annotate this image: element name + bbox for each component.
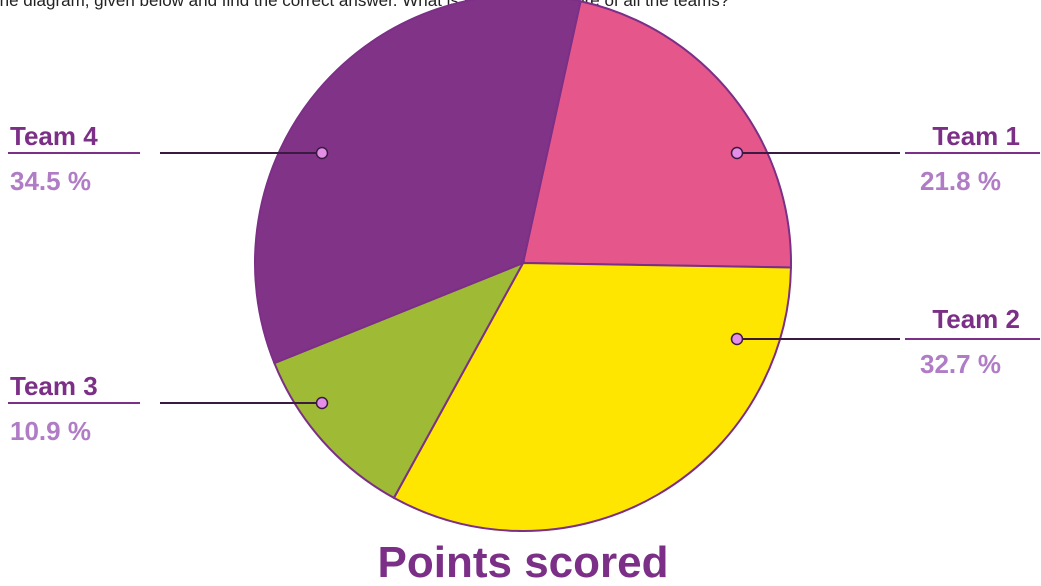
slice-value-label: 21.8 %: [920, 166, 1001, 196]
leader-dot: [730, 146, 744, 160]
slice-label: Team 3: [10, 371, 98, 401]
pie-slice: [521, 0, 792, 269]
question-text: Use the diagram, given below and find th…: [0, 0, 729, 10]
pie-slice: [273, 261, 526, 500]
leader-dot: [730, 332, 744, 346]
pie-slice: [392, 261, 792, 532]
slice-value-label: 34.5 %: [10, 166, 91, 196]
slice-label: Team 2: [932, 304, 1020, 334]
slice-value-label: 32.7 %: [920, 349, 1001, 379]
slice-label: Team 4: [10, 121, 98, 151]
slice-value-label: 10.9 %: [10, 416, 91, 446]
slice-label: Team 1: [932, 121, 1020, 151]
chart-title: Points scored: [378, 538, 669, 586]
leader-dot: [315, 396, 329, 410]
pie-slice: [254, 0, 582, 365]
leader-dot: [315, 146, 329, 160]
